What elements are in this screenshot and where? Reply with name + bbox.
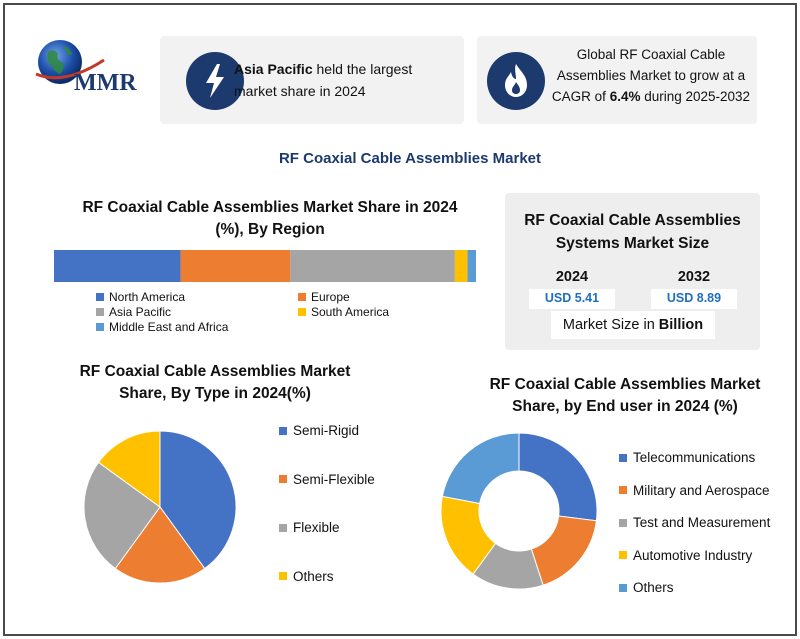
legend-item-north-america: North America bbox=[96, 290, 185, 304]
legend-item-south-america: South America bbox=[298, 305, 389, 319]
legend-swatch bbox=[298, 293, 306, 301]
legend-label: Semi-Rigid bbox=[293, 423, 360, 438]
legend-swatch bbox=[619, 486, 627, 494]
info-right-line3: CAGR of 6.4% during 2025-2032 bbox=[549, 86, 753, 107]
market-size-footer: Market Size in Billion bbox=[551, 317, 715, 333]
legend-label: Telecommunications bbox=[633, 450, 756, 465]
legend-label: Military and Aerospace bbox=[633, 482, 770, 498]
info-left-text: Asia Pacific held the largest market sha… bbox=[234, 58, 456, 102]
legend-label: Automotive Industry bbox=[633, 547, 753, 563]
lightning-icon bbox=[186, 52, 244, 110]
year-2032-label: 2032 bbox=[677, 269, 711, 285]
legend-item-others: Others bbox=[619, 580, 674, 595]
slice-military-and-aerospace bbox=[530, 515, 597, 586]
logo-text: MMR bbox=[74, 70, 137, 96]
info-left-highlight: Asia Pacific bbox=[234, 61, 313, 77]
value-2032: USD 8.89 bbox=[666, 291, 722, 305]
info-right-line1: Global RF Coaxial Cable bbox=[576, 47, 726, 62]
info-card-cagr: Global RF Coaxial Cable Assemblies Marke… bbox=[477, 36, 757, 124]
slice-others bbox=[441, 432, 520, 505]
legend-swatch bbox=[298, 308, 306, 316]
legend-item-semi-flexible: Semi-Flexible bbox=[279, 472, 375, 487]
legend-swatch bbox=[619, 518, 627, 527]
legend-swatch bbox=[279, 426, 287, 435]
legend-item-telecommunications: Telecommunications bbox=[619, 450, 755, 465]
market-size-title: RF Coaxial Cable Assemblies Systems Mark… bbox=[524, 212, 741, 252]
legend-label: South America bbox=[311, 305, 390, 319]
year-2024-label: 2024 bbox=[555, 269, 589, 285]
legend-item-semi-rigid: Semi-Rigid bbox=[279, 423, 359, 438]
main-title: RF Coaxial Cable Assemblies Market bbox=[278, 150, 542, 167]
info-right-line2: Assemblies Market to grow at a bbox=[556, 68, 746, 83]
legend-swatch bbox=[96, 293, 104, 301]
legend-swatch bbox=[619, 453, 627, 462]
value-2024: USD 5.41 bbox=[544, 291, 600, 305]
region-bar-chart bbox=[54, 250, 476, 282]
info-card-region: Asia Pacific held the largest market sha… bbox=[160, 36, 464, 124]
legend-item-asia-pacific: Asia Pacific bbox=[96, 305, 171, 319]
market-size-panel: RF Coaxial Cable Assemblies Systems Mark… bbox=[505, 193, 760, 350]
slice-others bbox=[97, 430, 161, 508]
legend-item-military-and-aerospace: Military and Aerospace bbox=[619, 483, 770, 498]
slice-semi-flexible bbox=[114, 506, 206, 584]
legend-label: Others bbox=[293, 568, 334, 584]
market-size-footer-box bbox=[551, 311, 715, 339]
legend-swatch bbox=[279, 572, 287, 580]
legend-label: Others bbox=[633, 580, 674, 595]
bar-segment-asia-pacific bbox=[290, 250, 455, 282]
legend-label: Semi-Flexible bbox=[293, 471, 375, 487]
legend-label: Flexible bbox=[293, 520, 340, 535]
bar-segment-middle-east-and-africa bbox=[467, 250, 476, 282]
info-left-rest: held the largest market share in 2024 bbox=[234, 61, 413, 99]
value-2032-box bbox=[651, 289, 737, 309]
enduser-donut-chart bbox=[440, 432, 598, 590]
legend-item-test-and-measurement: Test and Measurement bbox=[619, 515, 770, 530]
legend-label: North America bbox=[109, 290, 186, 304]
type-chart-title: RF Coaxial Cable Assemblies Market Share… bbox=[79, 363, 351, 402]
legend-label: Europe bbox=[311, 290, 350, 304]
legend-label: Middle East and Africa bbox=[109, 320, 229, 334]
cagr-suffix: during 2025-2032 bbox=[640, 89, 751, 104]
legend-label: Test and Measurement bbox=[633, 515, 771, 530]
legend-item-europe: Europe bbox=[298, 290, 350, 304]
value-2024-box bbox=[529, 289, 615, 309]
legend-swatch bbox=[96, 323, 104, 331]
legend-item-automotive-industry: Automotive Industry bbox=[619, 548, 752, 563]
legend-item-others: Others bbox=[279, 569, 334, 584]
footer-prefix: Market Size in bbox=[562, 317, 659, 333]
legend-swatch bbox=[279, 475, 287, 483]
legend-swatch bbox=[279, 523, 287, 532]
legend-item-middle-east-and-africa: Middle East and Africa bbox=[96, 320, 228, 334]
slice-flexible bbox=[83, 461, 161, 570]
legend-swatch bbox=[96, 308, 104, 316]
legend-swatch bbox=[619, 551, 627, 559]
legend-swatch bbox=[619, 583, 627, 592]
mmr-logo: MMR bbox=[34, 36, 144, 96]
type-pie-chart bbox=[83, 430, 237, 584]
bar-segment-north-america bbox=[54, 250, 181, 282]
legend-item-flexible: Flexible bbox=[279, 520, 340, 535]
region-chart-title: RF Coaxial Cable Assemblies Market Share… bbox=[82, 199, 458, 238]
cagr-prefix: CAGR of bbox=[551, 89, 610, 104]
flame-icon bbox=[487, 52, 545, 110]
bar-segment-europe bbox=[180, 250, 291, 282]
cagr-value: 6.4% bbox=[609, 89, 641, 104]
enduser-chart-title: RF Coaxial Cable Assemblies Market Share… bbox=[489, 376, 761, 415]
footer-unit: Billion bbox=[658, 317, 704, 333]
slice-telecommunications bbox=[518, 432, 598, 522]
legend-label: Asia Pacific bbox=[109, 305, 172, 319]
infographic-frame bbox=[3, 3, 797, 636]
info-right-text: Global RF Coaxial Cable Assemblies Marke… bbox=[549, 44, 753, 107]
slice-semi-rigid bbox=[159, 430, 237, 570]
bar-segment-south-america bbox=[454, 250, 468, 282]
